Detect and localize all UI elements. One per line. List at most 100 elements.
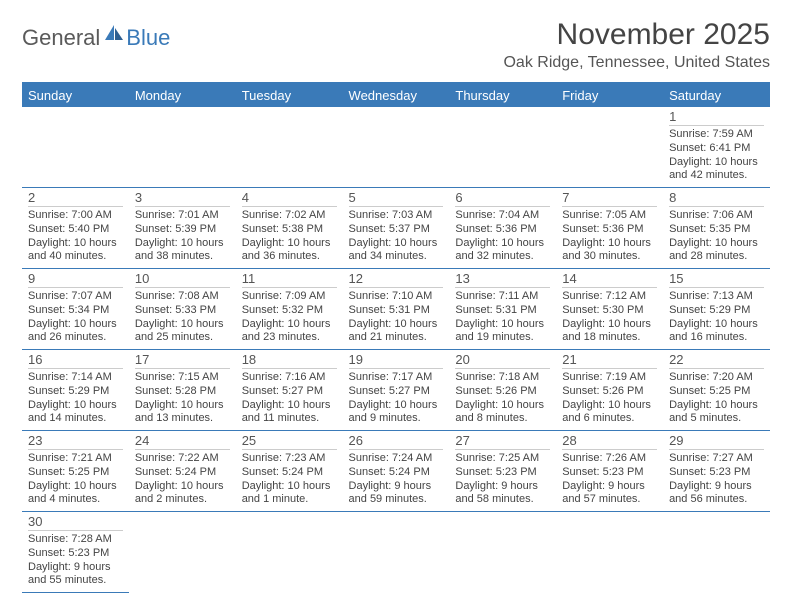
sunrise-text: Sunrise: 7:26 AM (562, 452, 657, 466)
empty-cell (663, 512, 770, 593)
sunrise-text: Sunrise: 7:17 AM (349, 371, 444, 385)
daylight-text: Daylight: 9 hours and 56 minutes. (669, 480, 764, 508)
sunset-text: Sunset: 6:41 PM (669, 142, 764, 156)
day-cell: 5Sunrise: 7:03 AMSunset: 5:37 PMDaylight… (343, 188, 450, 269)
daylight-text: Daylight: 10 hours and 2 minutes. (135, 480, 230, 508)
sunset-text: Sunset: 5:28 PM (135, 385, 230, 399)
day-number: 9 (28, 271, 123, 288)
day-info: Sunrise: 7:25 AMSunset: 5:23 PMDaylight:… (455, 452, 550, 507)
sunset-text: Sunset: 5:25 PM (669, 385, 764, 399)
sunrise-text: Sunrise: 7:02 AM (242, 209, 337, 223)
day-info: Sunrise: 7:23 AMSunset: 5:24 PMDaylight:… (242, 452, 337, 507)
day-number: 24 (135, 433, 230, 450)
sunrise-text: Sunrise: 7:00 AM (28, 209, 123, 223)
sunset-text: Sunset: 5:31 PM (455, 304, 550, 318)
day-cell: 12 Sunrise: 7:10 AMSunset: 5:31 PMDayligh… (343, 269, 450, 350)
daylight-text: Daylight: 10 hours and 6 minutes. (562, 399, 657, 427)
sunset-text: Sunset: 5:27 PM (349, 385, 444, 399)
day-number: 1 (669, 109, 764, 126)
empty-cell (22, 107, 129, 188)
day-info: Sunrise: 7:13 AMSunset: 5:29 PMDaylight:… (669, 290, 764, 345)
day-number: 14 (562, 271, 657, 288)
sunrise-text: Sunrise: 7:12 AM (562, 290, 657, 304)
calendar-row: 23Sunrise: 7:21 AMSunset: 5:25 PMDayligh… (22, 431, 770, 512)
sunset-text: Sunset: 5:24 PM (135, 466, 230, 480)
day-info: Sunrise: 7:04 AMSunset: 5:36 PMDaylight:… (455, 209, 550, 264)
day-cell: 15Sunrise: 7:13 AMSunset: 5:29 PMDayligh… (663, 269, 770, 350)
day-number: 4 (242, 190, 337, 207)
sunrise-text: Sunrise: 7:03 AM (349, 209, 444, 223)
empty-cell (556, 107, 663, 188)
sunrise-text: Sunrise: 7:59 AM (669, 128, 764, 142)
sunset-text: Sunset: 5:26 PM (455, 385, 550, 399)
day-number: 13 (455, 271, 550, 288)
brand-part1: General (22, 25, 100, 51)
empty-cell (449, 512, 556, 593)
calendar-row: 9 Sunrise: 7:07 AMSunset: 5:34 PMDaylight… (22, 269, 770, 350)
day-info: Sunrise: 7:18 AMSunset: 5:26 PMDaylight:… (455, 371, 550, 426)
day-number: 19 (349, 352, 444, 369)
day-info: Sunrise: 7:06 AMSunset: 5:35 PMDaylight:… (669, 209, 764, 264)
day-cell: 17Sunrise: 7:15 AMSunset: 5:28 PMDayligh… (129, 350, 236, 431)
daylight-text: Daylight: 10 hours and 28 minutes. (669, 237, 764, 265)
sunrise-text: Sunrise: 7:14 AM (28, 371, 123, 385)
calendar-row: 1 Sunrise: 7:59 AMSunset: 6:41 PMDaylight… (22, 107, 770, 188)
day-info: Sunrise: 7:07 AMSunset: 5:34 PMDaylight:… (28, 290, 123, 345)
day-cell: 1 Sunrise: 7:59 AMSunset: 6:41 PMDaylight… (663, 107, 770, 188)
daylight-text: Daylight: 10 hours and 36 minutes. (242, 237, 337, 265)
day-info: Sunrise: 7:27 AMSunset: 5:23 PMDaylight:… (669, 452, 764, 507)
day-info: Sunrise: 7:20 AMSunset: 5:25 PMDaylight:… (669, 371, 764, 426)
sunrise-text: Sunrise: 7:27 AM (669, 452, 764, 466)
day-cell: 20Sunrise: 7:18 AMSunset: 5:26 PMDayligh… (449, 350, 556, 431)
sunrise-text: Sunrise: 7:10 AM (349, 290, 444, 304)
sunset-text: Sunset: 5:38 PM (242, 223, 337, 237)
sunset-text: Sunset: 5:23 PM (28, 547, 123, 561)
empty-cell (556, 512, 663, 593)
calendar-body: 1Sunrise: 7:59 AMSunset: 6:41 PMDaylight… (22, 107, 770, 593)
sunrise-text: Sunrise: 7:25 AM (455, 452, 550, 466)
sunset-text: Sunset: 5:36 PM (562, 223, 657, 237)
sunset-text: Sunset: 5:35 PM (669, 223, 764, 237)
daylight-text: Daylight: 10 hours and 21 minutes. (349, 318, 444, 346)
sail-icon (103, 24, 125, 47)
sunset-text: Sunset: 5:31 PM (349, 304, 444, 318)
weekday-header: Saturday (663, 84, 770, 107)
day-number: 17 (135, 352, 230, 369)
brand-part2: Blue (126, 25, 170, 51)
sunrise-text: Sunrise: 7:15 AM (135, 371, 230, 385)
sunset-text: Sunset: 5:23 PM (562, 466, 657, 480)
daylight-text: Daylight: 9 hours and 57 minutes. (562, 480, 657, 508)
sunrise-text: Sunrise: 7:21 AM (28, 452, 123, 466)
day-cell: 26Sunrise: 7:24 AMSunset: 5:24 PMDayligh… (343, 431, 450, 512)
sunset-text: Sunset: 5:25 PM (28, 466, 123, 480)
empty-cell (236, 107, 343, 188)
day-cell: 24Sunrise: 7:22 AMSunset: 5:24 PMDayligh… (129, 431, 236, 512)
sunrise-text: Sunrise: 7:23 AM (242, 452, 337, 466)
daylight-text: Daylight: 10 hours and 1 minute. (242, 480, 337, 508)
day-info: Sunrise: 7:08 AMSunset: 5:33 PMDaylight:… (135, 290, 230, 345)
empty-cell (343, 512, 450, 593)
day-cell: 23Sunrise: 7:21 AMSunset: 5:25 PMDayligh… (22, 431, 129, 512)
day-cell: 28Sunrise: 7:26 AMSunset: 5:23 PMDayligh… (556, 431, 663, 512)
daylight-text: Daylight: 10 hours and 42 minutes. (669, 156, 764, 184)
sunset-text: Sunset: 5:26 PM (562, 385, 657, 399)
day-cell: 3Sunrise: 7:01 AMSunset: 5:39 PMDaylight… (129, 188, 236, 269)
sunset-text: Sunset: 5:29 PM (669, 304, 764, 318)
brand-logo: General Blue (22, 18, 170, 51)
daylight-text: Daylight: 10 hours and 8 minutes. (455, 399, 550, 427)
day-number: 18 (242, 352, 337, 369)
day-cell: 22Sunrise: 7:20 AMSunset: 5:25 PMDayligh… (663, 350, 770, 431)
day-number: 30 (28, 514, 123, 531)
daylight-text: Daylight: 10 hours and 40 minutes. (28, 237, 123, 265)
sunrise-text: Sunrise: 7:16 AM (242, 371, 337, 385)
daylight-text: Daylight: 10 hours and 23 minutes. (242, 318, 337, 346)
sunset-text: Sunset: 5:27 PM (242, 385, 337, 399)
daylight-text: Daylight: 10 hours and 16 minutes. (669, 318, 764, 346)
day-info: Sunrise: 7:26 AMSunset: 5:23 PMDaylight:… (562, 452, 657, 507)
sunset-text: Sunset: 5:33 PM (135, 304, 230, 318)
sunrise-text: Sunrise: 7:07 AM (28, 290, 123, 304)
header: General Blue November 2025 Oak Ridge, Te… (22, 18, 770, 76)
day-number: 12 (349, 271, 444, 288)
sunset-text: Sunset: 5:40 PM (28, 223, 123, 237)
day-number: 27 (455, 433, 550, 450)
